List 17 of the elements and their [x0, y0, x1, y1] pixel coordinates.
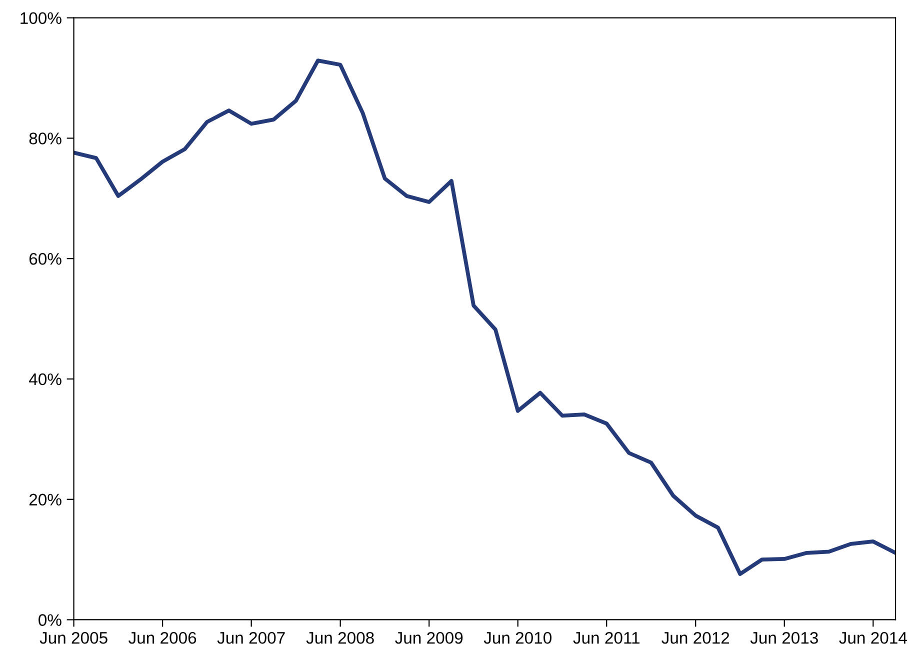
x-tick-label: Jun 2009	[395, 632, 463, 644]
x-tick-label: Jun 2011	[573, 632, 640, 644]
x-tick-label: Jun 2014	[839, 632, 907, 644]
y-tick-label: 20%	[29, 494, 62, 506]
x-tick-label: Jun 2012	[662, 632, 730, 644]
y-tick-label: 60%	[29, 252, 62, 265]
y-tick-label: 40%	[29, 373, 62, 386]
y-tick-label: 100%	[20, 12, 62, 24]
x-tick-label: Jun 2013	[750, 632, 818, 644]
x-tick-label: Jun 2010	[484, 632, 552, 644]
y-tick-label: 80%	[29, 132, 62, 144]
x-tick-label: Jun 2006	[128, 632, 196, 644]
x-tick-label: Jun 2007	[217, 632, 285, 644]
x-tick-label: Jun 2005	[40, 632, 108, 644]
line-series	[74, 58, 896, 576]
x-tick-label: Jun 2008	[306, 632, 374, 644]
y-tick-label: 0%	[38, 614, 62, 626]
